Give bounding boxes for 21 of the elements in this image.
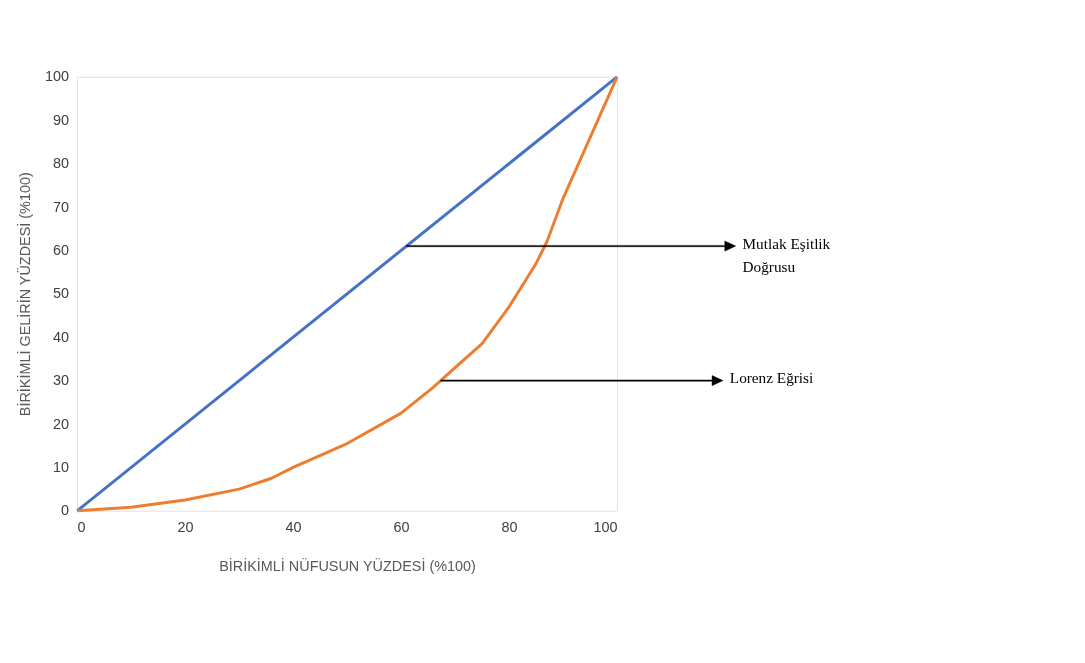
y-tick-label: 30: [53, 372, 70, 389]
y-axis-title: BİRİKİMLİ GELİRİN YÜZDESİ (%100): [15, 172, 33, 417]
x-tick-label: 100: [593, 519, 618, 536]
x-tick-label: 40: [285, 519, 302, 536]
y-tick-label: 60: [53, 242, 70, 259]
y-tick-label: 20: [53, 415, 70, 432]
y-tick-label: 50: [53, 285, 70, 302]
y-tick-label: 40: [53, 328, 70, 345]
text: Mutlak Eşitlik Doğrusu: [742, 234, 831, 276]
y-tick-label: 100: [45, 68, 70, 85]
y-tick-label: 0: [61, 502, 70, 519]
y-tick-label: 10: [53, 459, 70, 476]
y-tick-label: 80: [53, 155, 70, 172]
y-tick-label: 70: [53, 198, 70, 215]
x-tick-label: 80: [501, 519, 518, 536]
x-tick-label: 20: [177, 519, 194, 536]
text: Lorenz Eğrisi: [729, 369, 814, 387]
x-tick-label: 60: [393, 519, 410, 536]
x-tick-label: 0: [77, 519, 86, 536]
x-axis-title: BİRİKİMLİ NÜFUSUN YÜZDESİ (%100): [219, 557, 476, 575]
y-tick-label: 90: [53, 111, 70, 128]
